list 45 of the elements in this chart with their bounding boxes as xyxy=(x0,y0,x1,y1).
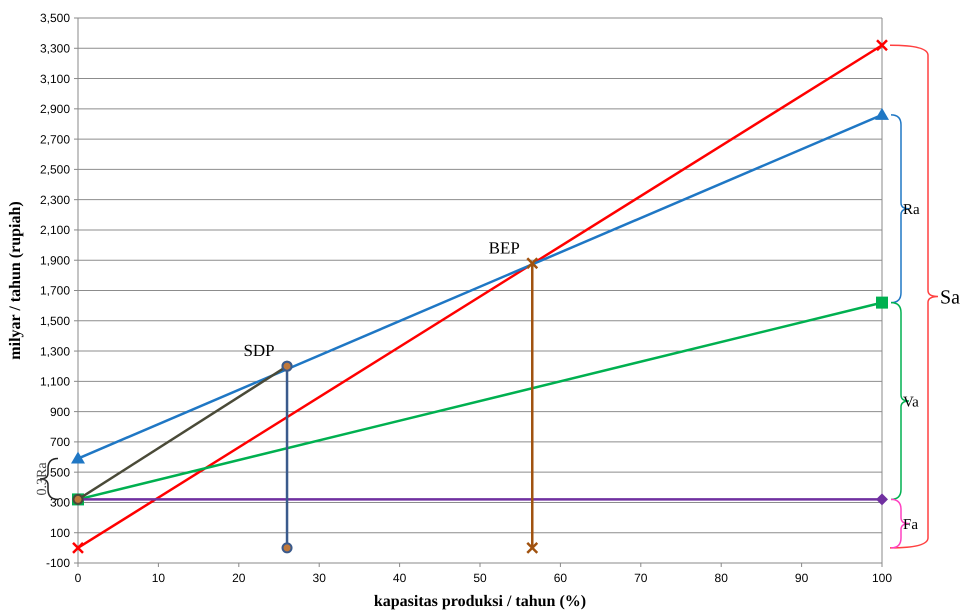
point xyxy=(876,39,888,52)
annotation: SDP xyxy=(243,341,275,360)
x-tick-label: 90 xyxy=(794,571,809,585)
point xyxy=(876,493,888,506)
y-tick-label: 3,300 xyxy=(40,41,70,56)
x-tick-label: 30 xyxy=(312,571,326,585)
y-tick-label: 1,100 xyxy=(40,374,70,389)
point xyxy=(282,542,293,554)
x-tick-label: 40 xyxy=(392,571,407,585)
y-tick-label: 2,300 xyxy=(40,192,70,207)
x-tick-label: 10 xyxy=(152,571,166,585)
y-tick-label: 1,700 xyxy=(40,284,70,298)
y-tick-label: 2,100 xyxy=(40,223,70,238)
y-axis-title: milyar / tahun (rupiah) xyxy=(7,201,24,360)
y-tick-label: 1,900 xyxy=(40,253,70,268)
text: Fa xyxy=(903,516,918,533)
y-tick-label: 100 xyxy=(50,526,70,540)
y-tick-label: 1,300 xyxy=(40,344,70,358)
text: 0.3Ra xyxy=(35,462,50,496)
point xyxy=(526,542,539,554)
x-tick-label: 80 xyxy=(714,571,728,585)
y-tick-label: 900 xyxy=(50,404,70,419)
y-tick-label: 700 xyxy=(50,435,70,450)
y-tick-label: 3,100 xyxy=(40,72,70,86)
y-tick-label: 2,500 xyxy=(40,162,70,177)
y-tick-label: -100 xyxy=(46,556,70,570)
x-tick-label: 100 xyxy=(872,571,892,585)
y-tick-label: 2,900 xyxy=(40,102,70,116)
text: Ra xyxy=(903,202,920,218)
x-tick-label: 0 xyxy=(74,571,82,585)
x-axis-title: kapasitas produksi / tahun (%) xyxy=(374,593,586,610)
x-tick-label: 50 xyxy=(473,571,487,585)
y-tick-label: 500 xyxy=(50,465,70,480)
y-tick-label: 3,500 xyxy=(40,11,70,26)
y-tick-label: 2,700 xyxy=(40,132,70,146)
x-tick-label: 20 xyxy=(232,571,246,585)
x-tick-label: 60 xyxy=(554,571,568,585)
annotation: BEP xyxy=(488,238,520,258)
x-tick-label: 70 xyxy=(634,571,648,585)
text: Va xyxy=(903,394,920,410)
text: Sa xyxy=(940,286,960,309)
y-tick-label: 1,500 xyxy=(40,314,70,328)
point xyxy=(876,296,888,309)
point xyxy=(72,542,84,554)
point xyxy=(526,257,539,270)
